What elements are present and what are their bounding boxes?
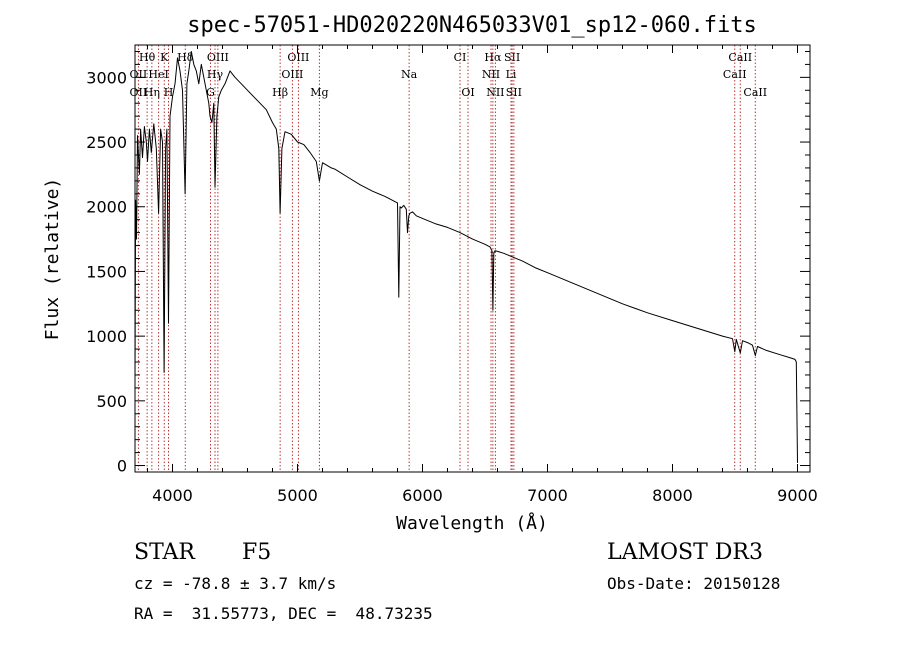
marker-label: CaII (743, 86, 767, 99)
marker-label: SII (504, 51, 520, 64)
x-tick-label: 9000 (777, 486, 818, 505)
x-axis-label: Wavelength (Å) (396, 512, 548, 534)
marker-label: Hδ (177, 51, 194, 64)
marker-label: H (164, 86, 174, 99)
spectral-subclass: F5 (242, 540, 272, 565)
spectrum-line (134, 51, 798, 463)
marker-label: Hη (144, 86, 160, 99)
y-tick-label: 0 (117, 457, 127, 476)
spectrum-series (134, 51, 798, 463)
marker-label: OII (130, 86, 148, 99)
x-axis: 4000 5000 6000 7000 8000 9000 (147, 45, 818, 505)
marker-label: NII (482, 68, 500, 81)
marker-label: NII (486, 86, 504, 99)
marker-label: Na (401, 68, 418, 81)
y-tick-label: 2000 (86, 198, 127, 217)
marker-label: CaII (728, 51, 752, 64)
y-tick-label: 2500 (86, 133, 127, 152)
y-tick-label: 1500 (86, 262, 127, 281)
obs-date: Obs-Date: 20150128 (607, 574, 781, 593)
marker-label: HeI (148, 68, 168, 81)
marker-label: G (206, 86, 215, 99)
marker-label: OIII (281, 68, 303, 81)
y-tick-label: 1000 (86, 327, 127, 346)
marker-label: K (160, 51, 169, 64)
spectrum-chart: spec-57051-HD020220N465033V01_sp12-060.f… (42, 13, 818, 534)
marker-label: OIII (207, 51, 229, 64)
ra-dec-readout: RA = 31.55773, DEC = 48.73235 (134, 604, 433, 623)
marker-label: Mg (310, 86, 328, 99)
chart-title: spec-57051-HD020220N465033V01_sp12-060.f… (187, 13, 757, 38)
marker-label: Hθ (139, 51, 156, 64)
y-tick-label: 3000 (86, 68, 127, 87)
marker-label: OI (461, 86, 474, 99)
y-tick-label: 500 (96, 392, 127, 411)
plot-frame (134, 44, 811, 473)
x-tick-label: 6000 (402, 486, 443, 505)
marker-label: Li (506, 68, 517, 81)
marker-label: CI (454, 51, 467, 64)
marker-label: OII (130, 68, 148, 81)
marker-label: CaII (723, 68, 747, 81)
marker-label: OIII (287, 51, 309, 64)
cz-readout: cz = -78.8 ± 3.7 km/s (134, 574, 337, 593)
x-tick-label: 4000 (152, 486, 193, 505)
marker-label: Hβ (272, 86, 288, 99)
marker-label: SII (506, 86, 522, 99)
x-tick-label: 5000 (277, 486, 318, 505)
marker-label: Hα (484, 51, 502, 64)
marker-label: Hγ (207, 68, 224, 81)
object-type: STAR (134, 540, 195, 565)
y-axis-label: Flux (relative) (42, 178, 63, 341)
x-tick-label: 7000 (527, 486, 568, 505)
y-axis: 0 500 1000 1500 2000 2500 3000 (86, 50, 810, 476)
survey-name: LAMOST DR3 (607, 540, 763, 565)
x-tick-label: 8000 (652, 486, 693, 505)
